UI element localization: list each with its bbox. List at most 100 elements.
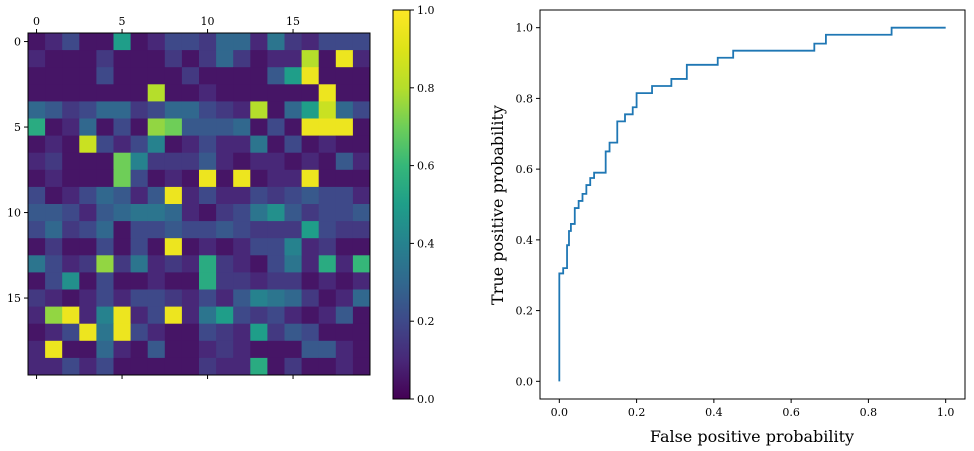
- heatmap-cell: [62, 186, 80, 205]
- heatmap-cell: [130, 135, 149, 154]
- heatmap-cell: [301, 118, 320, 136]
- heatmap-cell: [113, 84, 131, 102]
- heatmap-cell: [79, 101, 97, 119]
- heatmap-cell: [250, 221, 268, 239]
- heatmap-cell: [79, 255, 97, 273]
- heatmap-cell: [147, 272, 166, 290]
- heatmap-cell: [164, 169, 183, 188]
- heatmap-cell: [28, 204, 46, 222]
- heatmap-cell: [216, 238, 234, 256]
- heatmap-cell: [267, 323, 285, 342]
- heatmap-cell: [96, 50, 114, 68]
- heatmap-cell: [352, 340, 371, 359]
- heatmap-cell: [233, 323, 251, 342]
- heatmap-cell: [318, 238, 337, 256]
- heatmap-cell: [113, 204, 131, 222]
- heatmap-cell: [62, 50, 80, 68]
- heatmap-cell: [301, 272, 320, 290]
- heatmap-cell: [96, 204, 114, 222]
- heatmap-cell: [335, 186, 354, 205]
- heatmap-cell: [335, 357, 354, 376]
- heatmap-cell: [147, 357, 166, 376]
- heatmap-cell: [130, 255, 149, 273]
- heatmap-cell: [352, 33, 371, 51]
- heatmap-cell: [233, 84, 251, 102]
- heatmap-cell: [79, 221, 97, 239]
- heatmap-cell: [216, 221, 234, 239]
- heatmap-cell: [96, 306, 114, 325]
- heatmap-cell: [318, 306, 337, 325]
- heatmap-cell: [233, 135, 251, 154]
- heatmap-cells: [28, 33, 371, 376]
- heatmap-cell: [164, 221, 183, 239]
- heatmap-cell: [130, 306, 149, 325]
- heatmap-cell: [28, 289, 46, 307]
- heatmap-cell: [216, 289, 234, 307]
- heatmap-cell: [113, 50, 131, 68]
- heatmap-cell: [147, 340, 166, 359]
- heatmap-cell: [301, 340, 320, 359]
- heatmap-cell: [318, 169, 337, 188]
- heatmap-cell: [352, 50, 371, 68]
- heatmap-cell: [164, 340, 183, 359]
- heatmap-cell: [113, 272, 131, 290]
- heatmap-cell: [335, 67, 354, 85]
- heatmap-cell: [267, 186, 285, 205]
- heatmap-cell: [267, 84, 285, 102]
- heatmap-cell: [352, 118, 371, 136]
- heatmap-cell: [233, 152, 251, 171]
- heatmap-cell: [216, 135, 234, 154]
- heatmap-cell: [233, 306, 251, 325]
- heatmap-cell: [45, 186, 63, 205]
- heatmap-cell: [284, 238, 302, 256]
- heatmap-cell: [45, 50, 63, 68]
- heatmap-cell: [352, 306, 371, 325]
- heatmap-cell: [164, 84, 183, 102]
- heatmap-cell: [45, 135, 63, 154]
- heatmap-cell: [301, 204, 320, 222]
- heatmap-cell: [113, 152, 131, 171]
- heatmap-cell: [335, 289, 354, 307]
- heatmap-cell: [318, 204, 337, 222]
- heatmap-cell: [267, 255, 285, 273]
- heatmap-cell: [318, 84, 337, 102]
- heatmap-frame: [27, 32, 371, 376]
- heatmap-cell: [113, 340, 131, 359]
- heatmap-cell: [147, 101, 166, 119]
- heatmap-cell: [147, 186, 166, 205]
- heatmap-cell: [233, 204, 251, 222]
- heatmap-cell: [130, 204, 149, 222]
- heatmap-cell: [96, 169, 114, 188]
- colorbar-tick-label: 1.0: [417, 4, 435, 17]
- heatmap-cell: [199, 357, 217, 376]
- heatmap-cell: [318, 101, 337, 119]
- heatmap-cell: [28, 340, 46, 359]
- heatmap-cell: [284, 118, 302, 136]
- heatmap-cell: [318, 221, 337, 239]
- heatmap-cell: [199, 306, 217, 325]
- heatmap-cell: [318, 50, 337, 68]
- heatmap-cell: [164, 289, 183, 307]
- heatmap-cell: [130, 152, 149, 171]
- heatmap-cell: [96, 135, 114, 154]
- heatmap-cell: [62, 272, 80, 290]
- heatmap-cell: [318, 357, 337, 376]
- heatmap-cell: [250, 272, 268, 290]
- heatmap-cell: [28, 118, 46, 136]
- heatmap-cell: [79, 340, 97, 359]
- heatmap-cell: [216, 169, 234, 188]
- heatmap-panel: 0 5 10 15 0 5 10 15: [7, 15, 371, 379]
- heatmap-cell: [352, 101, 371, 119]
- heatmap-cell: [335, 221, 354, 239]
- heatmap-cell: [96, 357, 114, 376]
- roc-panel: 0.0 0.2 0.4 0.6 0.8 1.0 0.0 0.2 0.4 0.6 0.8 1.0 Fal…: [488, 9, 966, 446]
- heatmap-cell: [45, 323, 63, 342]
- heatmap-cell: [216, 255, 234, 273]
- heatmap-cell: [335, 84, 354, 102]
- heatmap-cell: [181, 101, 200, 119]
- heatmap-cell: [318, 272, 337, 290]
- heatmap-cell: [284, 101, 302, 119]
- heatmap-cell: [62, 357, 80, 376]
- colorbar: 0.0 0.2 0.4 0.6 0.8 1.0: [392, 4, 435, 406]
- heatmap-cell: [233, 101, 251, 119]
